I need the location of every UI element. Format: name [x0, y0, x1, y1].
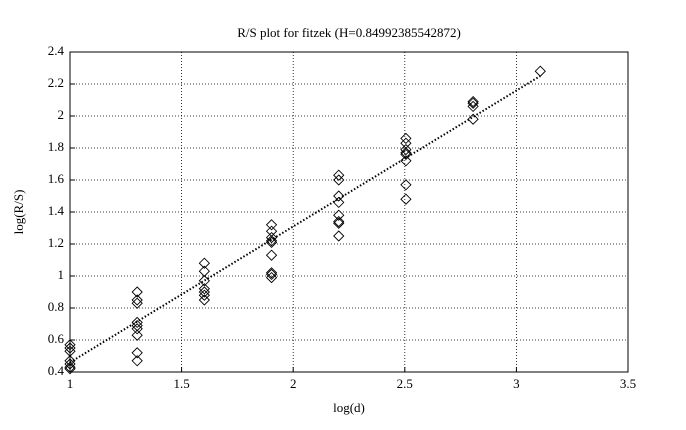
x-tick-label: 2.5 [397, 376, 413, 391]
data-point [198, 283, 211, 295]
y-tick-label: 1.4 [48, 203, 65, 218]
data-point [265, 231, 278, 244]
data-point [198, 294, 211, 306]
data-point [400, 132, 412, 145]
x-tick-label: 2 [290, 376, 297, 391]
x-tick-label: 3 [513, 376, 520, 391]
data-point [265, 236, 278, 249]
data-point [333, 190, 345, 202]
data-point [265, 249, 278, 261]
y-tick-label: 1.6 [48, 171, 65, 186]
data-point [400, 193, 412, 205]
x-axis-label: log(d) [333, 400, 365, 415]
data-point [131, 294, 143, 306]
data-point [265, 268, 278, 281]
data-point [333, 215, 345, 228]
data-point [198, 257, 211, 269]
data-point [400, 179, 412, 191]
fit-line [69, 75, 541, 364]
data-point [64, 355, 76, 367]
data-point [131, 329, 143, 341]
y-axis-label: log(R/S) [11, 190, 26, 235]
data-point [198, 289, 211, 301]
data-point [131, 347, 143, 359]
data-point [265, 219, 278, 231]
y-tick-label: 2.4 [48, 43, 65, 58]
y-tick-label: 2.2 [48, 75, 64, 90]
data-point [265, 235, 278, 247]
x-tick-label: 3.5 [620, 376, 636, 391]
data-point [131, 355, 143, 367]
y-tick-label: 1 [58, 267, 65, 282]
data-point [131, 297, 143, 309]
data-point [64, 363, 76, 375]
data-point [400, 148, 412, 161]
data-point [333, 174, 345, 186]
data-point [333, 209, 345, 221]
data-point [198, 275, 211, 287]
x-tick-label: 1 [67, 376, 74, 391]
data-point [467, 97, 479, 109]
data-point [333, 217, 345, 229]
data-point [64, 361, 76, 373]
x-tick-label: 1.5 [173, 376, 189, 391]
y-tick-label: 1.2 [48, 235, 64, 250]
data-point [333, 196, 345, 209]
data-point [333, 230, 345, 242]
data-point [265, 271, 278, 284]
data-point [467, 113, 479, 125]
data-point [64, 339, 76, 351]
data-point [64, 358, 76, 370]
chart-title: R/S plot for fitzek (H=0.84992385542872) [237, 25, 461, 40]
data-point [467, 95, 479, 108]
data-point [131, 316, 143, 329]
plot-frame [69, 51, 629, 373]
data-point [131, 286, 143, 298]
data-point [400, 143, 412, 156]
data-point [131, 323, 143, 335]
y-tick-label: 0.6 [48, 331, 65, 346]
y-tick-label: 0.4 [48, 363, 65, 378]
y-tick-label: 0.8 [48, 299, 64, 314]
data-point [64, 342, 76, 354]
y-tick-label: 2 [58, 107, 65, 122]
data-point [265, 267, 278, 279]
data-point [333, 169, 345, 181]
data-point [467, 100, 479, 113]
y-tick-label: 1.8 [48, 139, 64, 154]
data-point [198, 286, 211, 298]
